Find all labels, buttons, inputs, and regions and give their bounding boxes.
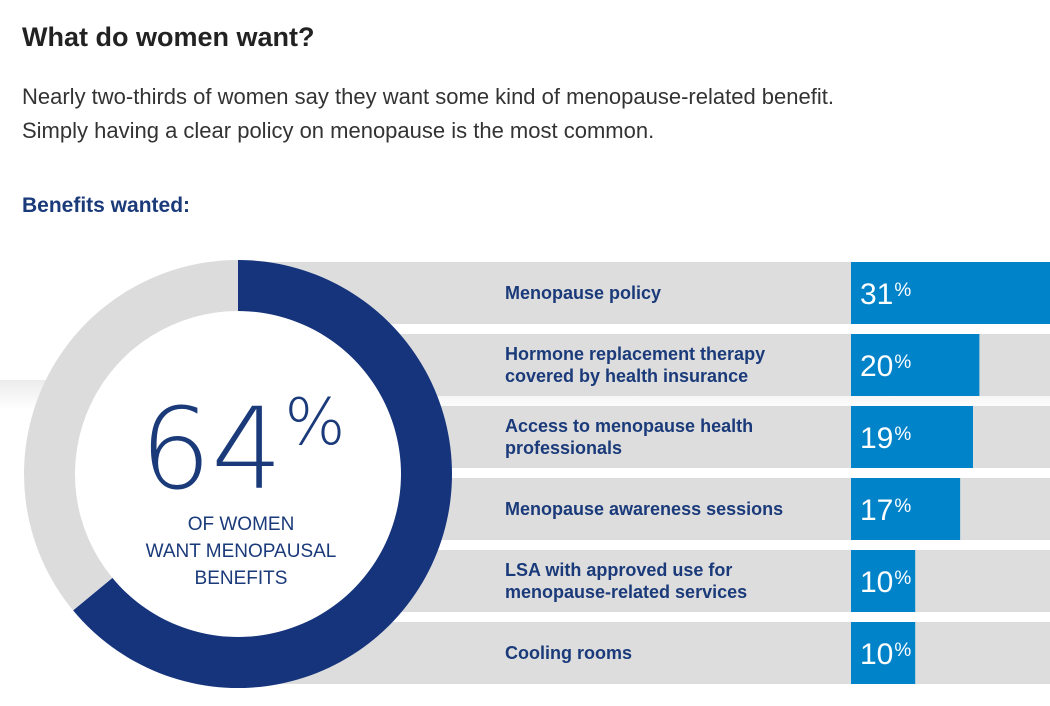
- bar: [851, 334, 980, 396]
- intro-line-2: Simply having a clear policy on menopaus…: [22, 118, 655, 143]
- bar: [851, 262, 1050, 324]
- chart-subheading: Benefits wanted:: [22, 194, 191, 217]
- donut-center-value: 64%: [140, 385, 345, 515]
- donut-slice: [73, 260, 452, 689]
- donut-center-number: 64: [140, 385, 283, 515]
- data-label-value: 31: [860, 278, 893, 311]
- data-label: 10%: [860, 566, 911, 599]
- data-label: 19%: [860, 422, 911, 455]
- donut-center-label: OF WOMEN WANT MENOPAUSAL BENEFITS: [146, 514, 337, 589]
- data-label-value: 10: [860, 638, 893, 671]
- donut-chart: 64%OF WOMEN WANT MENOPAUSAL BENEFITS: [23, 260, 452, 689]
- category-label-line: LSA with approved use for: [505, 560, 732, 580]
- intro-text: Nearly two-thirds of women say they want…: [22, 80, 1022, 148]
- page-title: What do women want?: [22, 22, 315, 52]
- data-label: 31%: [860, 278, 911, 311]
- category-label: Cooling rooms: [505, 643, 632, 663]
- category-label-line: Access to menopause health: [505, 416, 753, 436]
- bar: [851, 550, 916, 612]
- category-label-line: Hormone replacement therapy: [505, 344, 765, 364]
- donut-hole: [75, 311, 401, 637]
- data-label: 10%: [860, 638, 911, 671]
- category-label-line: Menopause awareness sessions: [505, 499, 783, 519]
- donut-center-label-line: OF WOMEN: [188, 514, 295, 535]
- bar: [851, 478, 961, 540]
- category-label: Menopause awareness sessions: [505, 499, 783, 519]
- category-label-line: covered by health insurance: [505, 366, 748, 386]
- category-label-line: Menopause policy: [505, 283, 661, 303]
- donut-slice: [23, 260, 238, 611]
- donut-center-label-line: WANT MENOPAUSAL: [146, 541, 337, 562]
- data-label-unit: %: [894, 568, 911, 589]
- data-label-unit: %: [894, 640, 911, 661]
- data-label-value: 20: [860, 350, 893, 383]
- data-label-unit: %: [894, 424, 911, 445]
- data-label: 17%: [860, 494, 911, 527]
- intro-line-1: Nearly two-thirds of women say they want…: [22, 84, 834, 109]
- data-label-unit: %: [894, 352, 911, 373]
- data-label-value: 19: [860, 422, 893, 455]
- category-label: Menopause policy: [505, 283, 661, 303]
- bar: [851, 406, 973, 468]
- data-label-unit: %: [894, 496, 911, 517]
- category-label: LSA with approved use for menopause-relat…: [505, 560, 747, 602]
- donut-center-unit: %: [285, 386, 346, 460]
- category-label-line: professionals: [505, 438, 622, 458]
- category-label: Access to menopause health professionals: [505, 416, 753, 458]
- category-label-line: menopause-related services: [505, 582, 747, 602]
- bar: [851, 622, 916, 684]
- data-label-unit: %: [894, 280, 911, 301]
- category-label: Hormone replacement therapy covered by he…: [505, 344, 765, 386]
- data-label-value: 17: [860, 494, 893, 527]
- data-label: 20%: [860, 350, 911, 383]
- data-label-value: 10: [860, 566, 893, 599]
- donut-center-label-line: BENEFITS: [195, 568, 288, 589]
- category-label-line: Cooling rooms: [505, 643, 632, 663]
